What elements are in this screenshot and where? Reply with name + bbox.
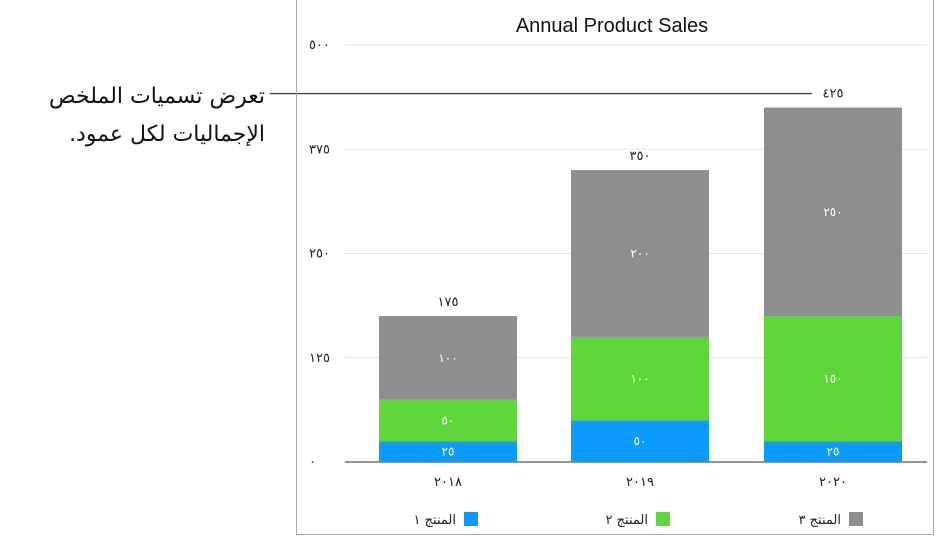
bar-value-label: ١٠٠ — [630, 372, 649, 386]
bar-segment — [571, 336, 709, 421]
bar-segment — [571, 170, 709, 337]
legend-label: المنتج ٢ — [606, 513, 648, 528]
annotation-text: تعرض تسميات الملخص الإجماليات لكل عمود. — [49, 84, 265, 147]
bar-segment — [571, 420, 709, 462]
legend-swatch — [656, 512, 670, 526]
bar-segment — [764, 441, 902, 462]
bar-value-label: ٢٥ — [442, 445, 455, 459]
legend-label: المنتج ٣ — [799, 513, 841, 528]
bar-segment — [379, 399, 517, 442]
legend-swatch — [849, 512, 863, 526]
y-tick-label: ١٢٥ — [309, 351, 330, 366]
y-tick-label: ٥٠٠ — [309, 38, 330, 53]
chart-title: Annual Product Sales — [516, 15, 708, 37]
x-tick-label: ٢٠١٨ — [434, 475, 462, 490]
x-tick-label: ٢٠١٩ — [626, 475, 654, 490]
bar-value-label: ٥٠ — [442, 413, 455, 427]
bar-segment — [379, 441, 517, 462]
bar-value-label: ١٥٠ — [823, 372, 842, 386]
y-tick-label: ٣٧٥ — [309, 142, 330, 157]
bar-value-label: ٥٠ — [634, 434, 647, 448]
chart-frame: ٠ ١٢٥ ٢٥٠ ٣٧٥ ٥٠٠ ٢٥ ٥٠ ١٠٠ ١٧٥ ٢٠١٨ ٥٠ ١٠٠ ٢٠٠ ٣٥٠ ٢٠… — [296, 0, 934, 535]
x-tick-label: ٢٠٢٠ — [819, 475, 847, 490]
bars-layer — [379, 107, 902, 462]
y-tick-label: ٢٥٠ — [309, 247, 330, 262]
y-tick-label: ٠ — [309, 455, 316, 470]
stacked-bar-chart: ٠ ١٢٥ ٢٥٠ ٣٧٥ ٥٠٠ ٢٥ ٥٠ ١٠٠ ١٧٥ ٢٠١٨ ٥٠ ١٠٠ ٢٠٠ ٣٥٠ ٢٠… — [309, 15, 927, 528]
bar-segment — [764, 107, 902, 317]
bar-value-label: ٢٥٠ — [823, 205, 842, 219]
bar-total-label: ٤٢٥ — [823, 87, 844, 102]
bar-value-label: ٢٥ — [827, 445, 840, 459]
bar-total-label: ١٧٥ — [438, 295, 459, 310]
labels-layer: ٠ ١٢٥ ٢٥٠ ٣٧٥ ٥٠٠ ٢٥ ٥٠ ١٠٠ ١٧٥ ٢٠١٨ ٥٠ ١٠٠ ٢٠٠ ٣٥٠ ٢٠… — [309, 38, 847, 490]
bar-segment — [764, 316, 902, 442]
bar-segment — [379, 316, 517, 400]
legend-label: المنتج ١ — [414, 513, 456, 528]
bar-value-label: ٢٠٠ — [630, 247, 649, 261]
bar-value-label: ١٠٠ — [438, 351, 457, 365]
legend: المنتج ١ المنتج ٢ المنتج ٣ — [414, 512, 863, 528]
bar-total-label: ٣٥٠ — [630, 149, 651, 164]
legend-swatch — [464, 512, 478, 526]
